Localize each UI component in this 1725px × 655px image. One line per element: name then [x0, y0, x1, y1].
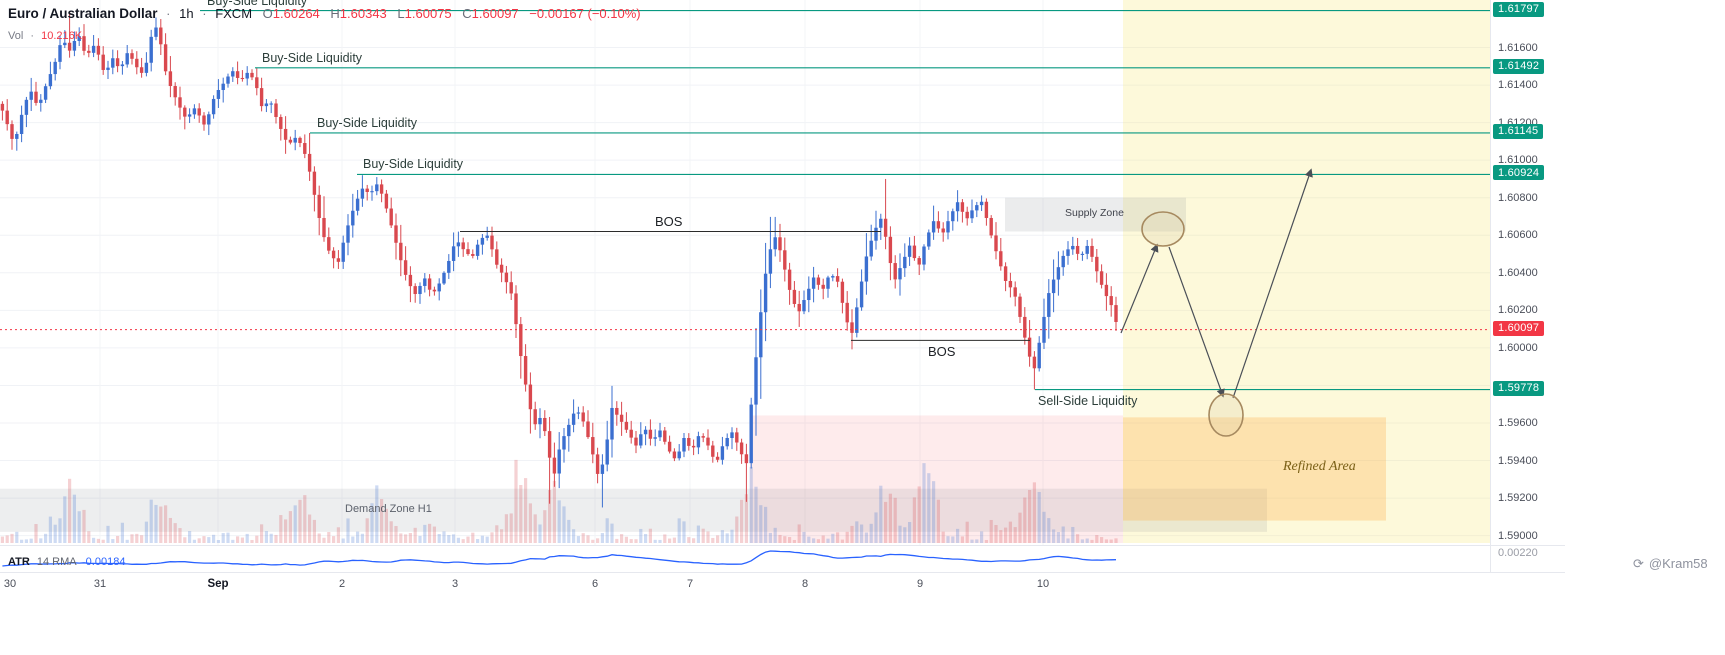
symbol-header: Euro / Australian Dollar · 1h · FXCM O1.… [8, 6, 641, 21]
atr-indicator-legend[interactable]: ATR 14 RMA 0.00184 [8, 556, 125, 568]
time-axis-label: 31 [93, 578, 107, 590]
demand-zone-h1-rect[interactable] [0, 488, 1267, 532]
volume-label: Vol [8, 30, 24, 42]
supply-zone-rect[interactable] [1005, 197, 1186, 232]
low-value: 1.60075 [404, 6, 452, 21]
time-axis-label: 6 [591, 578, 599, 590]
refined-area-rect[interactable] [1123, 417, 1386, 521]
time-axis-label: 10 [1036, 578, 1050, 590]
candles-layer [0, 11, 1118, 508]
time-axis-label: 2 [338, 578, 346, 590]
atr-layer [2, 550, 1117, 567]
liquidity-lines-layer [200, 9, 1490, 391]
close-value: 1.60097 [471, 6, 519, 21]
atr-name: ATR [8, 556, 30, 568]
high-value: 1.60343 [339, 6, 387, 21]
volume-layer [0, 459, 1118, 543]
timeframe-label[interactable]: 1h [179, 6, 194, 21]
watermark: ⟳ @Kram58 [1633, 556, 1708, 572]
projection-ellipse[interactable] [1141, 211, 1185, 247]
volume-legend[interactable]: Vol · 10.216K [8, 30, 82, 42]
separator: · [202, 6, 207, 21]
separator: · [30, 30, 35, 42]
volume-value: 10.216K [41, 30, 83, 42]
separator: · [166, 6, 171, 21]
atr-axis-label: 0.00220 [1498, 547, 1538, 559]
exchange-label: FXCM [215, 6, 253, 21]
grid-layer [0, 0, 1490, 545]
time-axis-label: Sep [207, 578, 229, 590]
close-label: C [462, 6, 472, 21]
atr-value: 0.00184 [85, 556, 126, 568]
time-axis-label: 30 [3, 578, 17, 590]
open-value: 1.60264 [272, 6, 320, 21]
projection-area-rect[interactable] [1123, 0, 1490, 543]
projection-ellipse[interactable] [1208, 393, 1244, 437]
projection-arrow[interactable] [1168, 246, 1225, 398]
demand-zone-red-rect[interactable] [750, 415, 1123, 543]
time-axis-label: 7 [686, 578, 694, 590]
projection-arrow[interactable] [1232, 168, 1313, 399]
open-label: O [262, 6, 273, 21]
time-axis-label: 3 [451, 578, 459, 590]
symbol-title[interactable]: Euro / Australian Dollar [8, 6, 158, 21]
zones-layer [0, 0, 1490, 543]
price-change: −0.00167 (−0.10%) [529, 6, 641, 21]
time-axis[interactable]: 30 31 Sep 2 3 6 7 8 9 10 [0, 0, 1490, 655]
atr-params: 14 RMA [36, 556, 77, 568]
low-label: L [397, 6, 405, 21]
projection-arrow[interactable] [1120, 243, 1159, 334]
projection-layer [1120, 168, 1313, 437]
time-axis-label: 9 [916, 578, 924, 590]
circular-arrows-icon: ⟳ [1633, 556, 1644, 571]
time-axis-label: 8 [801, 578, 809, 590]
high-label: H [330, 6, 340, 21]
watermark-handle: @Kram58 [1648, 556, 1708, 571]
